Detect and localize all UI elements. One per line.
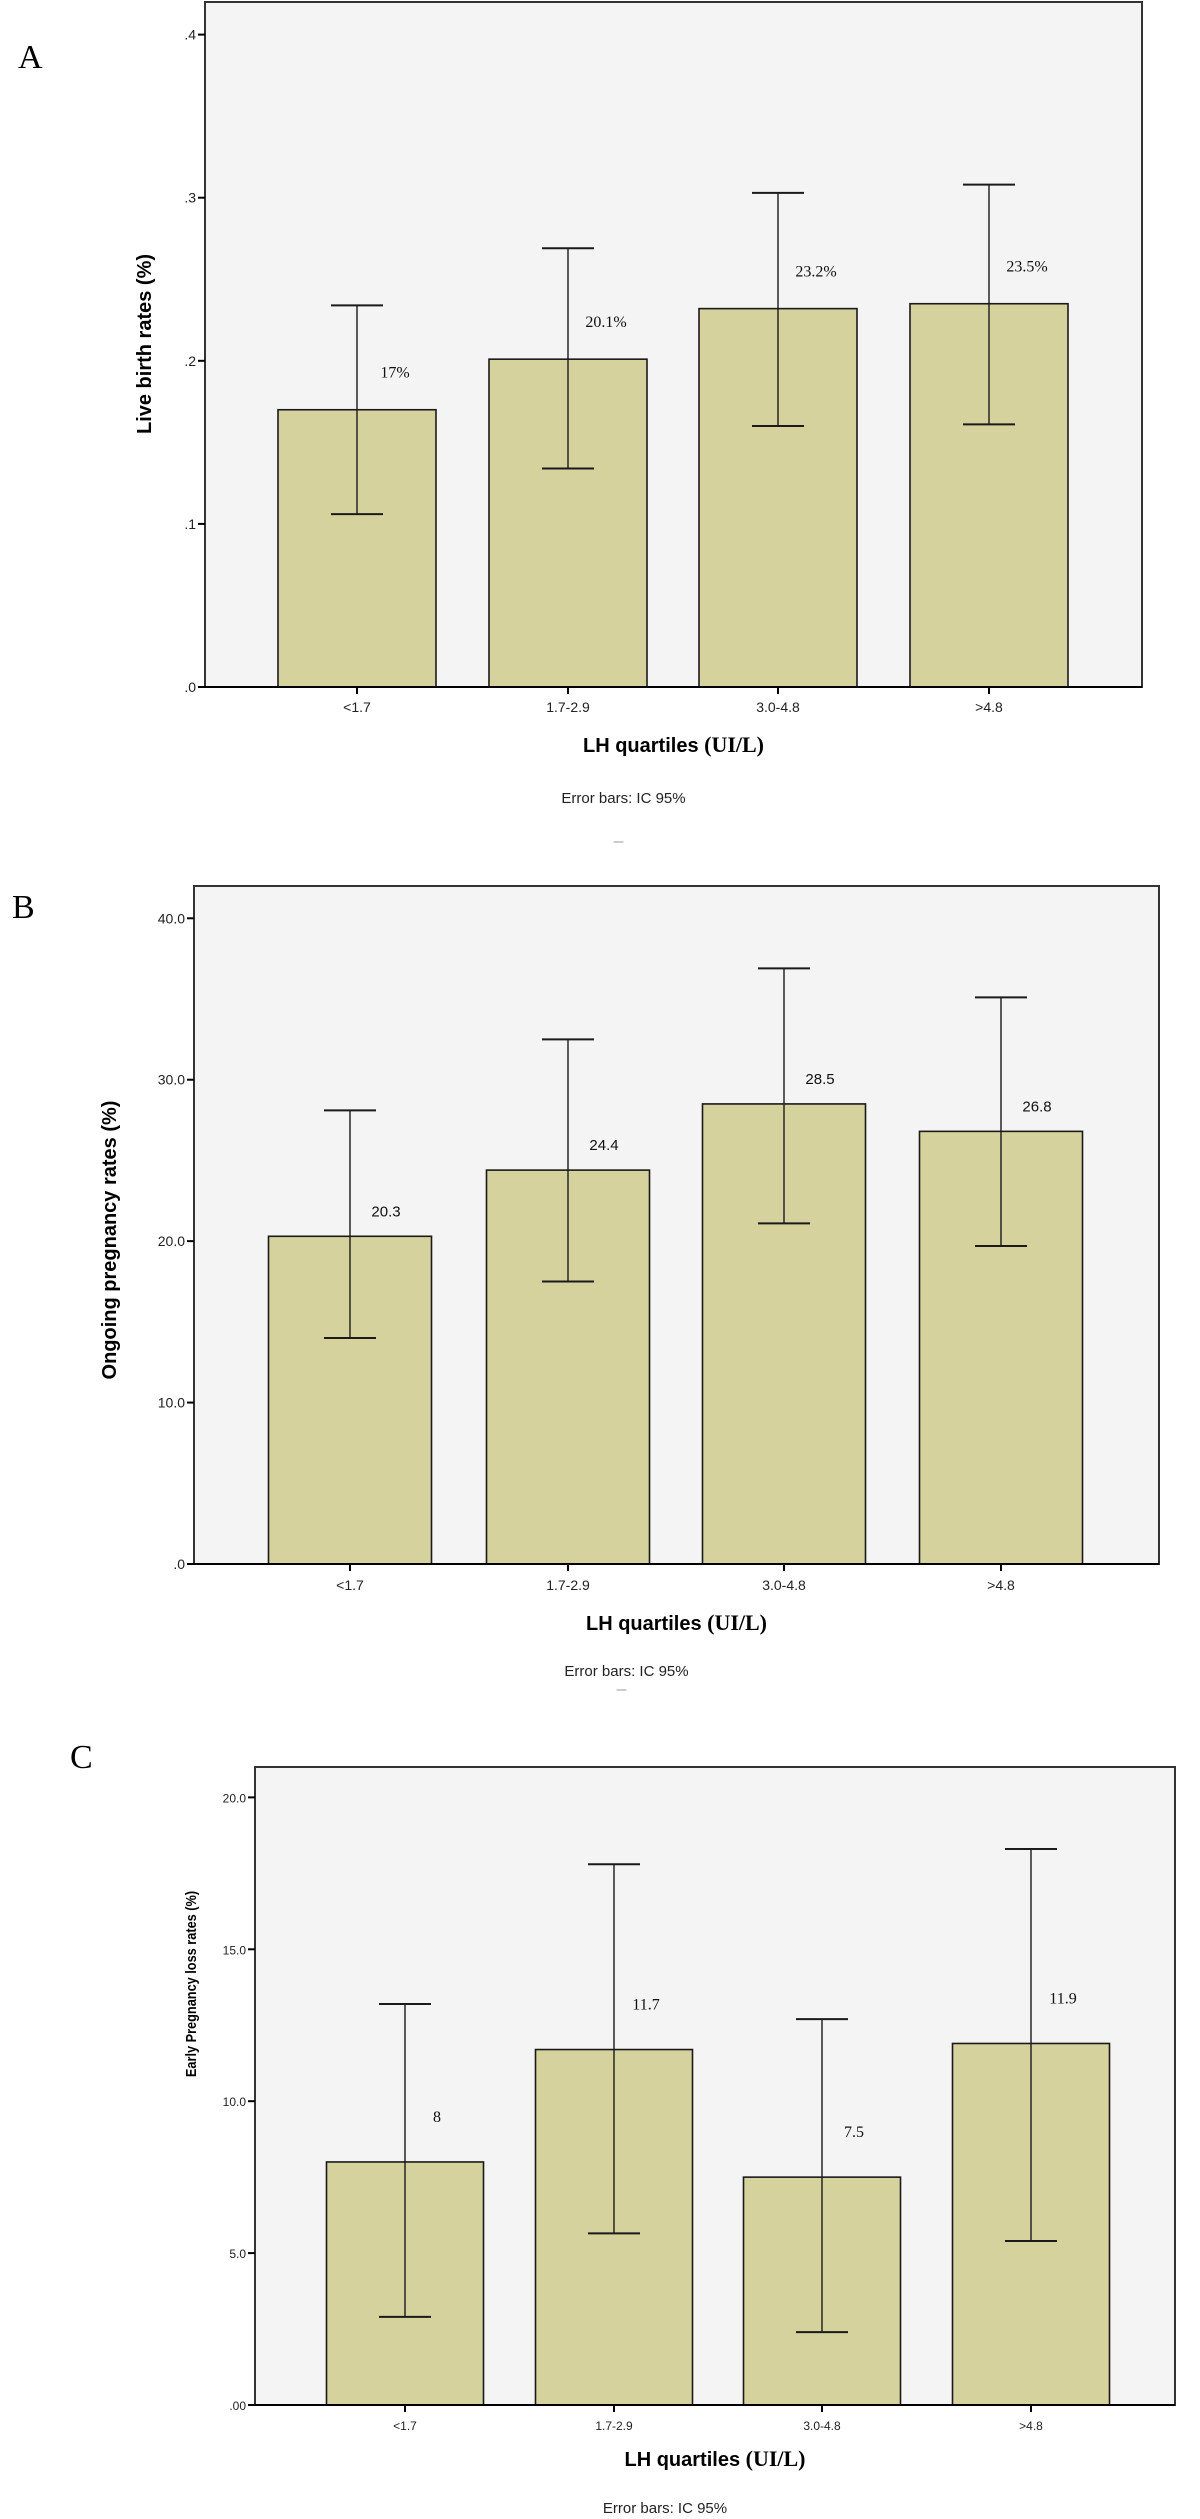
x-axis-title-main: LH quartiles bbox=[583, 735, 704, 757]
data-label-4: 26.8 bbox=[1022, 1098, 1051, 1115]
y-axis-title: Early Pregnancy loss rates (%) bbox=[182, 1891, 199, 2077]
y-tick-label: 15.0 bbox=[223, 1943, 247, 1957]
y-tick-label: .2 bbox=[184, 353, 196, 369]
x-axis-title-unit: (UI/L) bbox=[707, 1610, 767, 1635]
y-tick-label: .4 bbox=[184, 27, 196, 43]
y-tick-label: .0 bbox=[173, 1556, 185, 1572]
x-tick-label: 1.7-2.9 bbox=[546, 699, 590, 715]
y-tick-label: 30.0 bbox=[158, 1072, 185, 1088]
data-label-4: 11.9 bbox=[1049, 1990, 1076, 2007]
data-label-2: 11.7 bbox=[632, 1997, 659, 2014]
chart-panel-a: A .0 .1 .2 .3 .4 17% <1.7 20.1% 1.7-2.9 23.2% 3.0-4… bbox=[18, 1, 1143, 843]
panel-label: B bbox=[12, 889, 35, 926]
x-tick-label: 3.0-4.8 bbox=[762, 1577, 806, 1593]
y-tick-label: 10.0 bbox=[223, 2095, 247, 2109]
y-tick-label: 10.0 bbox=[158, 1395, 185, 1411]
x-tick-label: 3.0-4.8 bbox=[756, 699, 800, 715]
data-label-2: 20.1% bbox=[585, 314, 626, 331]
x-tick-label: <1.7 bbox=[393, 2419, 417, 2433]
y-tick-label: 40.0 bbox=[158, 910, 185, 926]
y-tick-label: 20.0 bbox=[158, 1233, 185, 1249]
data-label-1: 8 bbox=[433, 2109, 441, 2126]
data-label-2: 24.4 bbox=[589, 1137, 618, 1154]
x-tick-label: >4.8 bbox=[1019, 2419, 1043, 2433]
x-axis-title-unit: (UI/L) bbox=[704, 732, 764, 757]
error-bars-note: Error bars: IC 95% bbox=[603, 2500, 727, 2517]
x-tick-label: <1.7 bbox=[343, 699, 371, 715]
x-axis-title: LH quartiles (UI/L) bbox=[583, 732, 764, 757]
x-tick-label: 3.0-4.8 bbox=[803, 2419, 841, 2433]
chart-panel-b: B .0 10.0 20.0 30.0 40.0 20.3 <1.7 24.4 1.7-2.9 28… bbox=[12, 885, 1160, 1691]
x-tick-label: 1.7-2.9 bbox=[546, 1577, 590, 1593]
x-axis-title: LH quartiles (UI/L) bbox=[586, 1610, 767, 1635]
error-bars-note: Error bars: IC 95% bbox=[561, 790, 685, 807]
data-label-3: 28.5 bbox=[805, 1071, 834, 1088]
data-label-3: 7.5 bbox=[844, 2124, 864, 2141]
y-tick-label: 5.0 bbox=[229, 2247, 246, 2261]
panel-label: C bbox=[70, 1739, 93, 1776]
x-tick-label: >4.8 bbox=[987, 1577, 1015, 1593]
y-tick-label: .00 bbox=[229, 2399, 246, 2413]
error-bars-note: Error bars: IC 95% bbox=[564, 1663, 688, 1680]
data-label-1: 20.3 bbox=[371, 1203, 400, 1220]
chart-panel-c: C .00 5.0 10.0 15.0 20.0 8 <1.7 11.7 1.7-2.9 7.5 3.… bbox=[70, 1739, 1176, 2517]
y-tick-label: .3 bbox=[184, 190, 196, 206]
x-axis-title: LH quartiles (UI/L) bbox=[624, 2446, 805, 2471]
x-axis-title-unit: (UI/L) bbox=[746, 2446, 806, 2471]
y-tick-label: .0 bbox=[184, 679, 196, 695]
y-tick-label: .1 bbox=[184, 516, 196, 532]
data-label-3: 23.2% bbox=[795, 264, 836, 281]
x-tick-label: >4.8 bbox=[975, 699, 1003, 715]
y-tick-label: 20.0 bbox=[223, 1791, 247, 1805]
x-axis-title-main: LH quartiles bbox=[624, 2449, 745, 2471]
panel-label: A bbox=[18, 39, 43, 76]
x-tick-label: 1.7-2.9 bbox=[595, 2419, 633, 2433]
x-tick-label: <1.7 bbox=[336, 1577, 364, 1593]
y-axis-title: Live birth rates (%) bbox=[134, 254, 156, 434]
data-label-4: 23.5% bbox=[1006, 259, 1047, 276]
data-label-1: 17% bbox=[380, 365, 409, 382]
x-axis-title-main: LH quartiles bbox=[586, 1613, 707, 1635]
y-axis-title: Ongoing pregnancy rates (%) bbox=[99, 1101, 121, 1380]
